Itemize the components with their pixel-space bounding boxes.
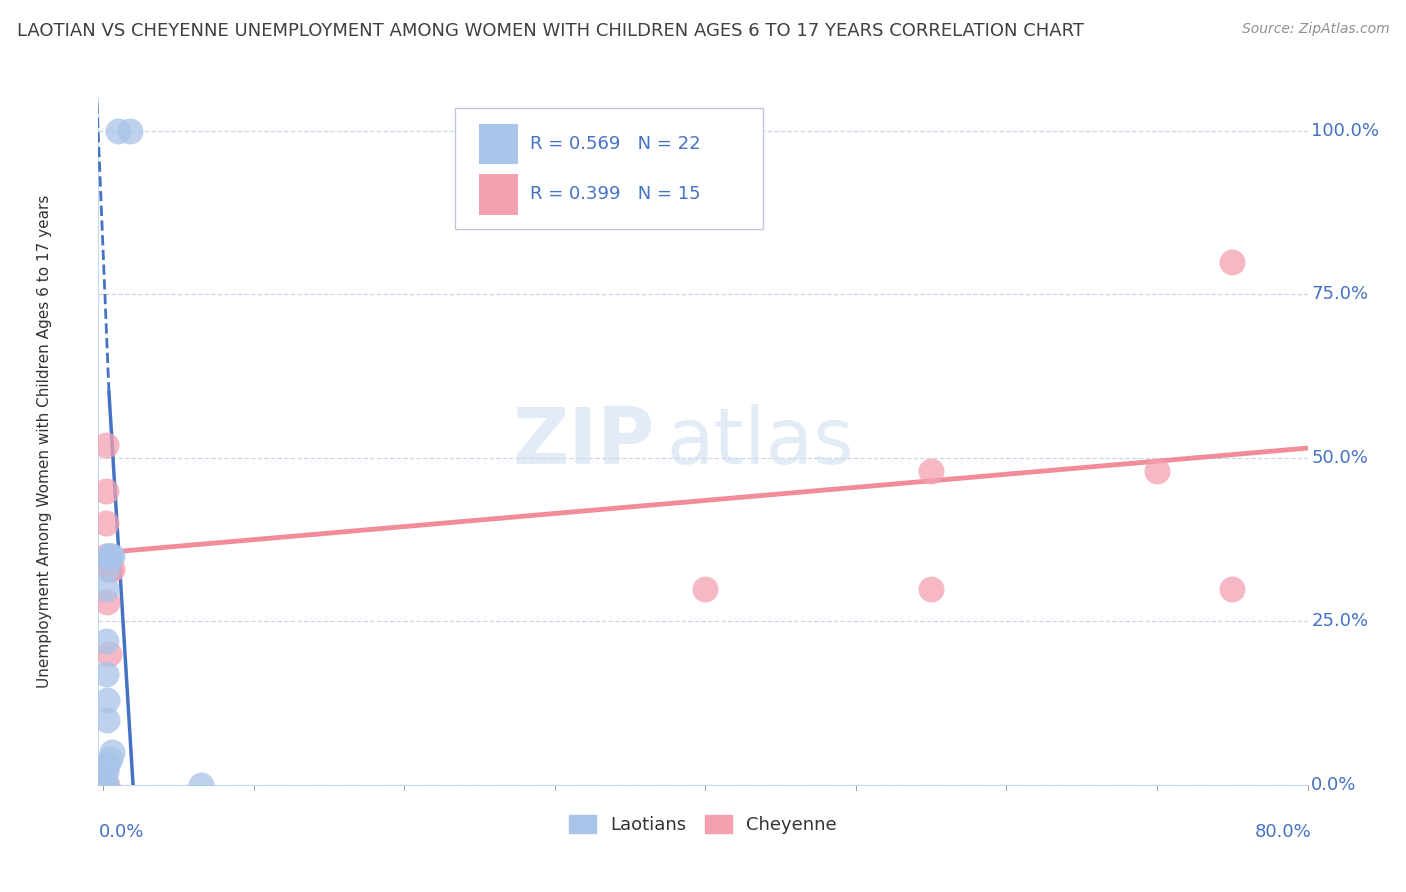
Text: atlas: atlas xyxy=(666,403,855,480)
Point xyxy=(107,124,129,138)
Point xyxy=(94,582,117,596)
Point xyxy=(93,772,115,786)
Point xyxy=(94,778,117,792)
Point xyxy=(100,752,122,766)
Text: 50.0%: 50.0% xyxy=(1312,449,1368,467)
Point xyxy=(94,764,117,779)
Point xyxy=(96,693,118,707)
FancyBboxPatch shape xyxy=(479,124,517,164)
Point xyxy=(100,562,122,576)
Point xyxy=(96,758,118,772)
Point xyxy=(101,745,124,759)
Point xyxy=(1220,582,1243,596)
Point xyxy=(93,774,115,789)
Text: R = 0.569   N = 22: R = 0.569 N = 22 xyxy=(530,136,700,153)
Point xyxy=(101,549,124,563)
Point xyxy=(101,562,124,576)
Point xyxy=(920,464,942,478)
Point xyxy=(190,778,212,792)
Point xyxy=(1146,464,1168,478)
Point xyxy=(94,666,117,681)
Point xyxy=(100,549,122,563)
Point xyxy=(94,549,117,563)
Point xyxy=(93,774,115,789)
Point xyxy=(695,582,717,596)
Text: 0.0%: 0.0% xyxy=(1312,776,1357,794)
Point xyxy=(100,549,122,563)
Legend: Laotians, Cheyenne: Laotians, Cheyenne xyxy=(562,807,844,841)
Point xyxy=(97,647,120,661)
Point xyxy=(97,549,120,563)
Text: Source: ZipAtlas.com: Source: ZipAtlas.com xyxy=(1241,22,1389,37)
Point xyxy=(1220,254,1243,268)
FancyBboxPatch shape xyxy=(479,174,517,215)
Text: 25.0%: 25.0% xyxy=(1312,613,1368,631)
FancyBboxPatch shape xyxy=(456,109,763,228)
Point xyxy=(118,124,141,138)
Text: LAOTIAN VS CHEYENNE UNEMPLOYMENT AMONG WOMEN WITH CHILDREN AGES 6 TO 17 YEARS CO: LAOTIAN VS CHEYENNE UNEMPLOYMENT AMONG W… xyxy=(17,22,1084,40)
Point xyxy=(94,438,117,452)
Point xyxy=(96,778,118,792)
Text: ZIP: ZIP xyxy=(512,403,655,480)
Point xyxy=(94,483,117,498)
Text: 0.0%: 0.0% xyxy=(98,822,143,841)
Point xyxy=(920,582,942,596)
Point xyxy=(94,634,117,648)
Point xyxy=(97,549,120,563)
Text: 80.0%: 80.0% xyxy=(1254,822,1312,841)
Point xyxy=(96,713,118,727)
Text: 100.0%: 100.0% xyxy=(1312,122,1379,140)
Point xyxy=(94,516,117,531)
Point xyxy=(96,595,118,609)
Text: 75.0%: 75.0% xyxy=(1312,285,1368,303)
Text: R = 0.399   N = 15: R = 0.399 N = 15 xyxy=(530,186,700,203)
Point xyxy=(96,562,118,576)
Text: Unemployment Among Women with Children Ages 6 to 17 years: Unemployment Among Women with Children A… xyxy=(37,194,52,689)
